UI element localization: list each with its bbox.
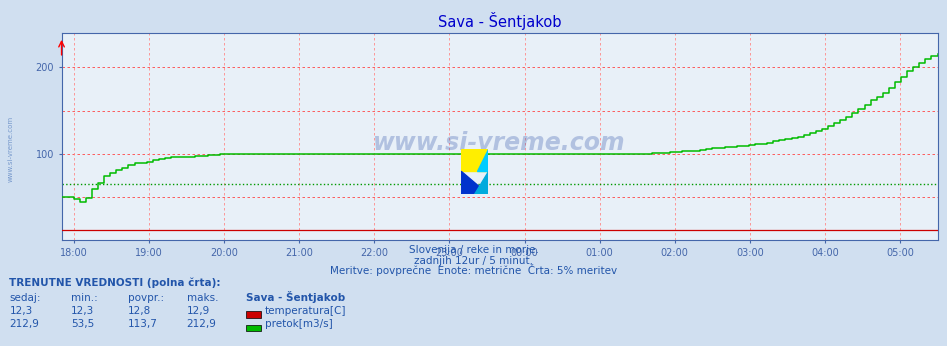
Text: 212,9: 212,9 bbox=[9, 319, 40, 329]
Text: maks.: maks. bbox=[187, 293, 218, 303]
Text: temperatura[C]: temperatura[C] bbox=[265, 306, 347, 316]
Text: Slovenija / reke in morje.: Slovenija / reke in morje. bbox=[408, 245, 539, 255]
Polygon shape bbox=[477, 149, 488, 171]
Text: Sava - Šentjakob: Sava - Šentjakob bbox=[246, 291, 346, 303]
Text: 12,9: 12,9 bbox=[187, 306, 210, 316]
Text: sedaj:: sedaj: bbox=[9, 293, 41, 303]
Text: Meritve: povprečne  Enote: metrične  Črta: 5% meritev: Meritve: povprečne Enote: metrične Črta:… bbox=[330, 264, 617, 276]
Text: 12,8: 12,8 bbox=[128, 306, 152, 316]
Text: 53,5: 53,5 bbox=[71, 319, 95, 329]
Text: 12,3: 12,3 bbox=[71, 306, 95, 316]
Text: povpr.:: povpr.: bbox=[128, 293, 164, 303]
Text: zadnjih 12ur / 5 minut.: zadnjih 12ur / 5 minut. bbox=[414, 256, 533, 266]
Text: 212,9: 212,9 bbox=[187, 319, 217, 329]
Text: www.si-vreme.com: www.si-vreme.com bbox=[8, 116, 13, 182]
Text: pretok[m3/s]: pretok[m3/s] bbox=[265, 319, 333, 329]
Text: 113,7: 113,7 bbox=[128, 319, 158, 329]
Text: TRENUTNE VREDNOSTI (polna črta):: TRENUTNE VREDNOSTI (polna črta): bbox=[9, 278, 221, 289]
Text: min.:: min.: bbox=[71, 293, 98, 303]
Polygon shape bbox=[474, 171, 488, 194]
Polygon shape bbox=[461, 171, 488, 194]
Text: 12,3: 12,3 bbox=[9, 306, 33, 316]
Polygon shape bbox=[461, 149, 488, 171]
Text: www.si-vreme.com: www.si-vreme.com bbox=[373, 131, 626, 155]
Title: Sava - Šentjakob: Sava - Šentjakob bbox=[438, 12, 562, 30]
